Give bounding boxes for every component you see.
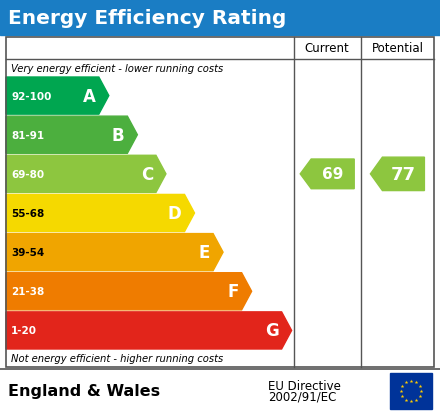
Text: B: B [112, 126, 125, 145]
Text: A: A [83, 88, 96, 105]
Text: 69: 69 [322, 167, 343, 182]
Bar [390, 373, 432, 409]
Polygon shape [6, 195, 194, 232]
Text: 92-100: 92-100 [11, 91, 51, 101]
Text: Current: Current [305, 43, 350, 55]
Bar [6, 38, 434, 367]
Text: 2002/91/EC: 2002/91/EC [268, 390, 336, 403]
Text: 1-20: 1-20 [11, 325, 37, 336]
Text: 81-91: 81-91 [11, 131, 44, 140]
Polygon shape [6, 78, 109, 115]
Bar [0, 369, 440, 413]
Text: F: F [227, 282, 238, 301]
Text: E: E [199, 244, 210, 261]
Text: Very energy efficient - lower running costs: Very energy efficient - lower running co… [11, 63, 223, 74]
Text: 21-38: 21-38 [11, 287, 44, 297]
Text: C: C [141, 166, 153, 183]
Text: D: D [168, 204, 182, 223]
Text: G: G [265, 322, 279, 339]
Text: Not energy efficient - higher running costs: Not energy efficient - higher running co… [11, 354, 223, 363]
Polygon shape [300, 159, 354, 189]
Text: EU Directive: EU Directive [268, 379, 341, 392]
Polygon shape [6, 312, 292, 349]
Polygon shape [6, 273, 252, 310]
Text: England & Wales: England & Wales [8, 384, 160, 399]
Text: Potential: Potential [371, 43, 423, 55]
Text: 77: 77 [391, 166, 416, 183]
Polygon shape [6, 156, 166, 193]
Text: 69-80: 69-80 [11, 169, 44, 179]
Polygon shape [6, 234, 223, 271]
Text: 39-54: 39-54 [11, 247, 44, 258]
Polygon shape [6, 117, 137, 154]
Text: Energy Efficiency Rating: Energy Efficiency Rating [8, 9, 286, 27]
Polygon shape [370, 158, 425, 191]
Text: 55-68: 55-68 [11, 209, 44, 218]
Bar [0, 0, 440, 36]
